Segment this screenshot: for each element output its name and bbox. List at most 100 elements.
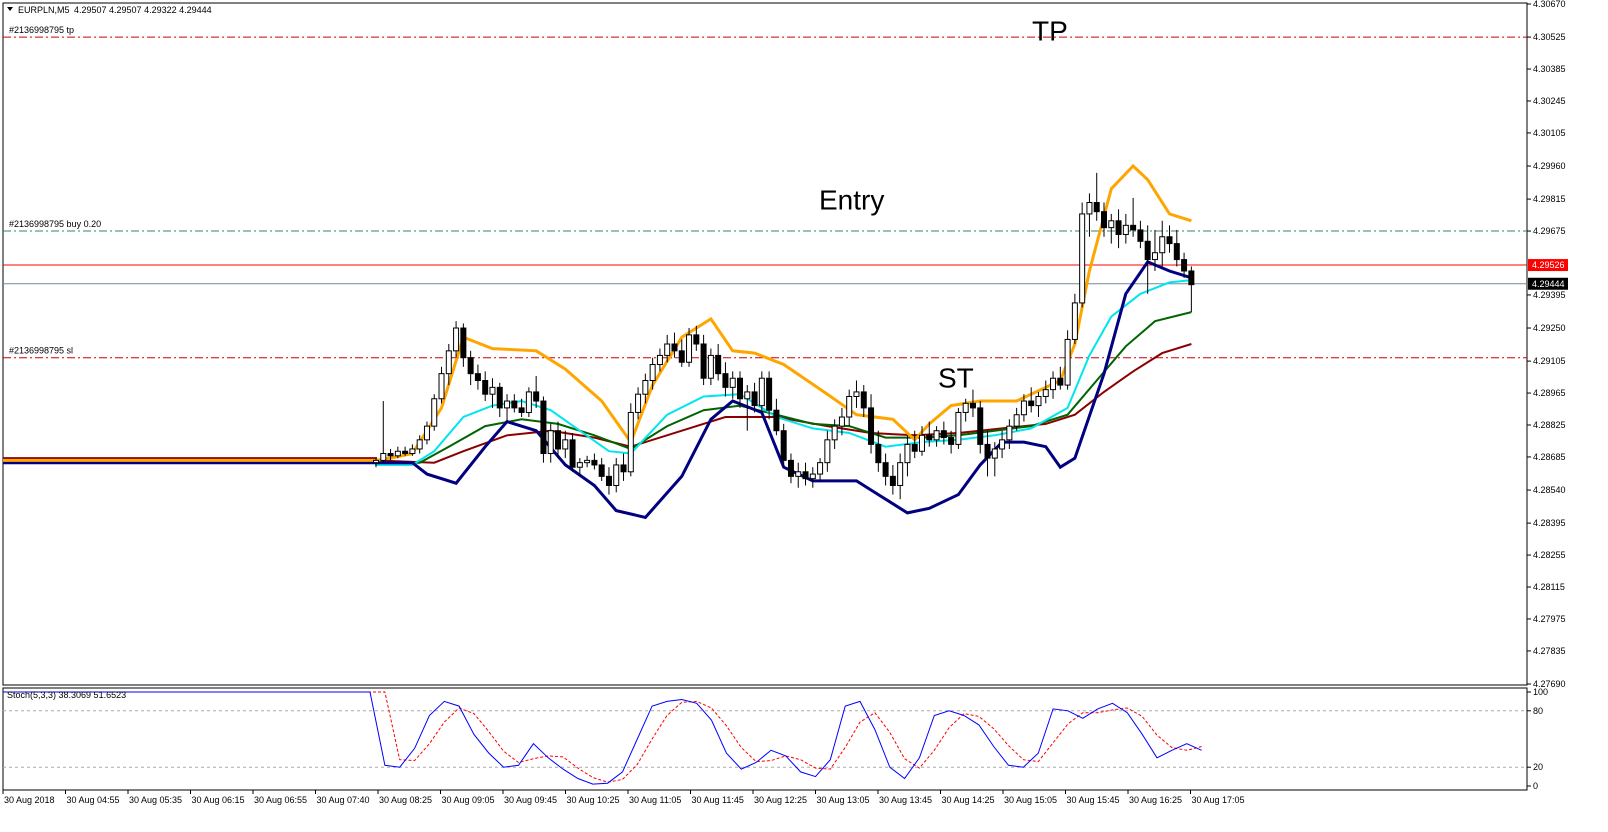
candle-down	[926, 434, 933, 441]
price-tick-label: 4.27690	[1533, 679, 1566, 689]
candle-down	[540, 400, 547, 455]
price-tick-label: 4.30385	[1533, 64, 1566, 74]
candle-down	[984, 443, 991, 459]
candle-up	[416, 439, 423, 450]
candle-up	[1013, 414, 1020, 427]
candle-up	[649, 364, 656, 382]
order-line-label: #2136998795 tp	[9, 25, 74, 35]
candle-up	[897, 462, 904, 486]
time-tick-label: 30 Aug 04:55	[67, 795, 120, 805]
stoch-tick-label: 100	[1533, 687, 1548, 697]
candle-down	[940, 430, 947, 439]
candle-down	[605, 475, 612, 486]
candle-up	[1035, 395, 1042, 407]
candle-down	[700, 343, 707, 379]
candle-up	[635, 393, 642, 413]
candle-up	[1079, 213, 1086, 304]
candle-up	[1050, 377, 1057, 391]
candle-down	[511, 400, 518, 409]
stoch-tick-label: 0	[1533, 781, 1538, 791]
price-tick-label: 4.29815	[1533, 194, 1566, 204]
candle-up	[409, 448, 416, 455]
price-tick-label: 4.30670	[1533, 0, 1566, 9]
time-tick-label: 30 Aug 13:45	[879, 795, 932, 805]
annotation-entry: Entry	[819, 184, 884, 215]
stoch-tick-label: 20	[1533, 762, 1543, 772]
bollinger-upper-line	[3, 163, 1192, 462]
price-tick-label: 4.29395	[1533, 290, 1566, 300]
candle-up	[438, 373, 445, 400]
time-tick-label: 30 Aug 14:25	[942, 795, 995, 805]
time-tick-label: 30 Aug 06:55	[254, 795, 307, 805]
price-tick-label: 4.29960	[1533, 161, 1566, 171]
candle-up	[1122, 224, 1129, 235]
candle-up	[489, 386, 496, 395]
price-tick-label: 4.28825	[1533, 420, 1566, 430]
price-tick-label: 4.30105	[1533, 128, 1566, 138]
candle-up	[853, 391, 860, 397]
candle-down	[766, 377, 773, 411]
order-line-label: #2136998795 sl	[9, 346, 73, 356]
candle-up	[1006, 425, 1013, 441]
candle-up	[1020, 400, 1027, 416]
candle-down	[555, 430, 561, 450]
candle-up	[576, 462, 583, 468]
candle-down	[518, 407, 525, 413]
candle-down	[569, 439, 576, 468]
candle-down	[693, 334, 700, 345]
annotation-tp: TP	[1032, 16, 1068, 47]
candle-down	[977, 407, 984, 445]
candle-down	[1137, 229, 1144, 242]
time-tick-label: 30 Aug 15:05	[1004, 795, 1057, 805]
price-tick-label: 4.29105	[1533, 356, 1566, 366]
candle-down	[474, 373, 481, 382]
candle-down	[802, 471, 809, 480]
candle-down	[1057, 377, 1064, 386]
candle-up	[846, 395, 853, 418]
candle-up	[394, 450, 401, 457]
candle-down	[460, 327, 467, 359]
symbol-timeframe: EURPLN,M5	[18, 5, 70, 15]
candle-down	[882, 462, 889, 477]
candle-up	[656, 354, 663, 366]
candle-up	[1042, 389, 1049, 397]
price-chart-pane[interactable]: 4.30670 4.30525 4.30385 4.30245 4.30105 4.299…	[2, 0, 1568, 689]
stochastic-pane[interactable]: 100 80 20 0 Stoch(5,3,3) 38.3069 51.6523	[2, 687, 1548, 791]
ask-price-marker	[1528, 277, 1568, 290]
candle-up	[373, 459, 379, 464]
candle-up	[809, 473, 816, 480]
candle-up	[991, 448, 998, 459]
time-tick-label: 30 Aug 05:35	[129, 795, 182, 805]
candle-up	[824, 439, 831, 464]
candle-up	[664, 343, 671, 356]
candle-down	[751, 391, 758, 407]
candle-down	[620, 464, 627, 473]
price-tick-label: 4.29675	[1533, 226, 1566, 236]
stoch-signal-line	[3, 691, 1202, 783]
candle-down	[591, 459, 598, 466]
price-tick-label: 4.29250	[1533, 323, 1566, 333]
candle-up	[584, 459, 591, 464]
stoch-tick-label: 80	[1533, 706, 1543, 716]
bid-price-marker	[1528, 259, 1568, 272]
candle-up	[1086, 202, 1093, 215]
dropdown-triangle-icon[interactable]	[7, 7, 13, 11]
candle-down	[533, 391, 540, 402]
candle-up	[1108, 220, 1115, 229]
time-tick-label: 30 Aug 09:45	[504, 795, 557, 805]
candle-up	[627, 411, 634, 473]
candle-up	[729, 377, 736, 388]
candle-down	[1093, 202, 1100, 213]
candle-up	[1159, 236, 1166, 254]
candle-down	[911, 443, 918, 452]
candle-down	[875, 443, 882, 464]
candle-up	[999, 439, 1006, 450]
candle-down	[1166, 236, 1173, 245]
time-tick-label: 30 Aug 08:25	[379, 795, 432, 805]
candle-down	[671, 343, 678, 352]
candle-down	[860, 391, 867, 409]
candle-up	[817, 462, 824, 475]
candle-down	[722, 373, 729, 388]
candle-down	[496, 386, 503, 409]
